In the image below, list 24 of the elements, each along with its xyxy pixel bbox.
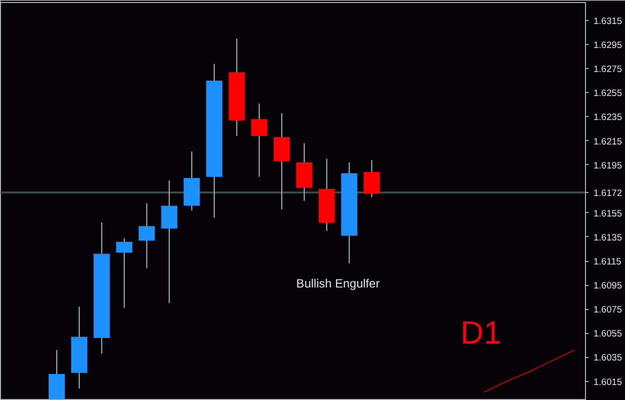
candlestick <box>161 180 178 304</box>
y-tick-label: 1.6195 <box>594 160 622 170</box>
y-tick-label: 1.6015 <box>594 376 622 387</box>
y-tick-label: 1.6275 <box>594 64 622 74</box>
candlestick <box>138 202 155 269</box>
annotation: D1 <box>460 314 502 350</box>
line-series <box>484 350 575 393</box>
y-tick-label: 1.6215 <box>594 136 622 146</box>
y-tick-label: 1.6075 <box>594 304 622 315</box>
annotation: Bullish Engulfer <box>296 276 380 290</box>
candlestick <box>251 103 268 178</box>
y-tick-label: 1.6235 <box>594 112 622 122</box>
candlestick <box>116 238 132 308</box>
y-tick-label: 1.6255 <box>594 88 622 98</box>
y-tick-label: 1.6035 <box>594 352 622 363</box>
y-tick-label: 1.6295 <box>594 40 622 50</box>
y-tick-label: 1.6135 <box>594 232 622 242</box>
y-tick-label: 1.6095 <box>594 280 622 291</box>
y-tick-label: 1.6155 <box>594 208 622 218</box>
ref-line-label: 1.6172 <box>594 188 622 198</box>
y-tick-label: 1.6315 <box>594 16 622 26</box>
candlestick <box>364 160 380 198</box>
y-tick-label: 1.6115 <box>594 256 622 267</box>
y-tick-label: 1.6055 <box>594 328 622 339</box>
